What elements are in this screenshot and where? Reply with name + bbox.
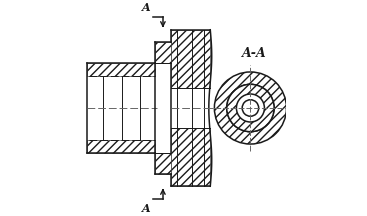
Bar	[87, 140, 155, 153]
Circle shape	[214, 72, 287, 144]
Circle shape	[227, 84, 274, 132]
Circle shape	[236, 94, 265, 122]
Text: A: A	[142, 203, 151, 214]
Bar	[171, 128, 210, 186]
Circle shape	[227, 84, 274, 132]
Circle shape	[214, 72, 287, 144]
Bar	[171, 30, 210, 88]
Circle shape	[242, 100, 259, 116]
Text: A: A	[142, 2, 151, 13]
Bar	[87, 63, 155, 76]
Text: A-A: A-A	[242, 47, 267, 60]
Bar	[155, 153, 171, 174]
Bar	[155, 42, 171, 63]
